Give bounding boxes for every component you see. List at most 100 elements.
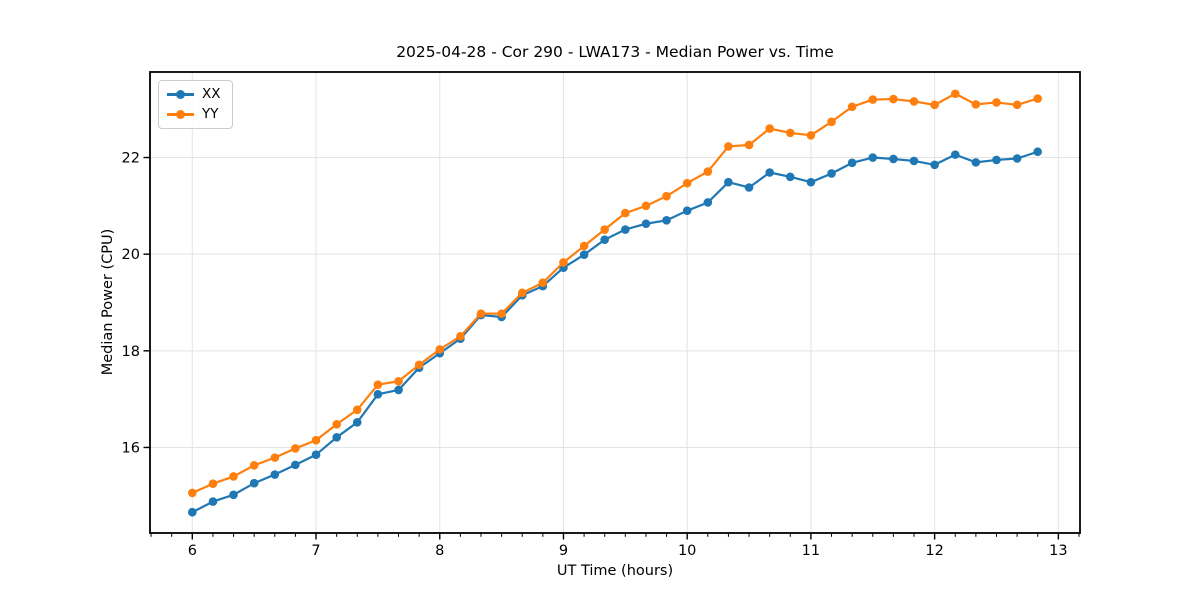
yy-data-point [517, 288, 527, 298]
xx-data-point [662, 216, 671, 225]
yy-data-point [641, 201, 651, 211]
yy-data-point [579, 241, 589, 251]
x-tick-label: 13 [1049, 543, 1067, 559]
xx-data-point [868, 153, 878, 162]
x-tick-label: 8 [435, 543, 444, 559]
yy-data-point [538, 278, 548, 287]
xx-data-point [373, 390, 383, 399]
yy-data-point [682, 178, 692, 188]
xx-data-point [1012, 154, 1022, 163]
yy-data-point [992, 98, 1001, 107]
xx-data-point [909, 156, 919, 166]
xx-data-point [352, 418, 362, 427]
y-tick-label: 20 [122, 247, 140, 263]
xx-data-point [208, 497, 218, 506]
yy-data-point [559, 258, 568, 267]
xx-data-point [724, 177, 733, 187]
xx-data-point [311, 450, 321, 460]
yy-data-point [909, 97, 919, 106]
xx-data-point [332, 433, 341, 442]
yy-data-point [744, 140, 754, 150]
yy-data-point [600, 225, 609, 234]
yy-data-point [930, 100, 939, 110]
yy-data-point [806, 131, 816, 140]
yy-data-point [971, 100, 981, 109]
yy-data-point [621, 208, 630, 218]
x-tick-label: 9 [559, 543, 568, 559]
yy-data-point [311, 435, 321, 445]
xx-series-line [191, 150, 1039, 514]
yy-data-point [435, 345, 445, 354]
yy-data-point [229, 472, 238, 481]
yy-data-point [868, 95, 878, 104]
x-tick-label: 12 [925, 543, 943, 559]
yy-data-point [332, 419, 341, 429]
xx-series-marker-icon [167, 89, 194, 100]
yy-series-line [191, 92, 1039, 494]
yy-data-point [352, 405, 362, 415]
yy-data-point [1012, 100, 1022, 110]
xx-data-point [950, 150, 960, 159]
x-axis-label: UT Time (hours) [556, 563, 674, 579]
x-tick-label: 6 [188, 543, 197, 559]
yy-data-point [724, 142, 733, 151]
xx-data-point [703, 198, 713, 207]
xx-data-point [889, 154, 898, 164]
yy-data-point [456, 332, 465, 341]
yy-data-point [373, 380, 383, 389]
yy-data-point [497, 309, 506, 318]
yy-data-point [270, 453, 280, 462]
y-axis-label: Median Power (CPU) [100, 228, 116, 376]
xx-data-point [847, 158, 857, 168]
x-tick-label: 7 [311, 543, 320, 559]
yy-series-marker-icon [167, 109, 194, 120]
yy-data-point [662, 191, 671, 201]
xx-data-point [806, 177, 816, 187]
xx-data-point [971, 158, 981, 167]
yy-data-point [703, 167, 713, 176]
xx-data-point [270, 470, 280, 479]
yy-data-point [476, 309, 486, 318]
legend-item-yy: YY [167, 106, 221, 123]
legend: XX YY [158, 80, 233, 129]
xx-data-point [291, 460, 300, 470]
yy-data-point [394, 376, 403, 386]
yy-data-point [889, 94, 898, 104]
legend-label-xx: XX [202, 86, 221, 102]
xx-data-point [765, 168, 775, 177]
x-tick-label: 11 [802, 543, 820, 559]
xx-data-point [992, 155, 1001, 165]
y-tick-label: 18 [122, 344, 140, 360]
xx-data-point [188, 507, 197, 517]
yy-data-point [1033, 94, 1042, 103]
y-tick-label: 16 [122, 440, 140, 456]
plot-border [149, 71, 1081, 534]
legend-item-xx: XX [167, 86, 221, 103]
yy-data-point [950, 89, 960, 99]
xx-data-point [249, 478, 259, 488]
yy-data-point [208, 479, 218, 489]
xx-data-point [785, 172, 795, 182]
yy-data-point [414, 360, 424, 370]
xx-data-point [621, 225, 630, 234]
yy-data-point [785, 128, 795, 138]
yy-data-point [847, 102, 857, 112]
yy-data-point [827, 117, 836, 127]
xx-data-point [827, 169, 836, 178]
xx-data-point [394, 385, 403, 395]
xx-data-point [600, 235, 609, 244]
yy-data-point [188, 488, 197, 498]
xx-data-point [744, 183, 754, 192]
xx-data-point [1033, 147, 1042, 157]
legend-label-yy: YY [202, 106, 219, 122]
yy-data-point [249, 461, 259, 470]
x-tick-label: 10 [678, 543, 696, 559]
yy-data-point [765, 124, 775, 133]
xx-data-point [229, 490, 238, 500]
xx-data-point [682, 206, 692, 215]
xx-data-point [930, 160, 939, 170]
y-tick-label: 22 [122, 151, 140, 167]
xx-data-point [579, 250, 589, 259]
